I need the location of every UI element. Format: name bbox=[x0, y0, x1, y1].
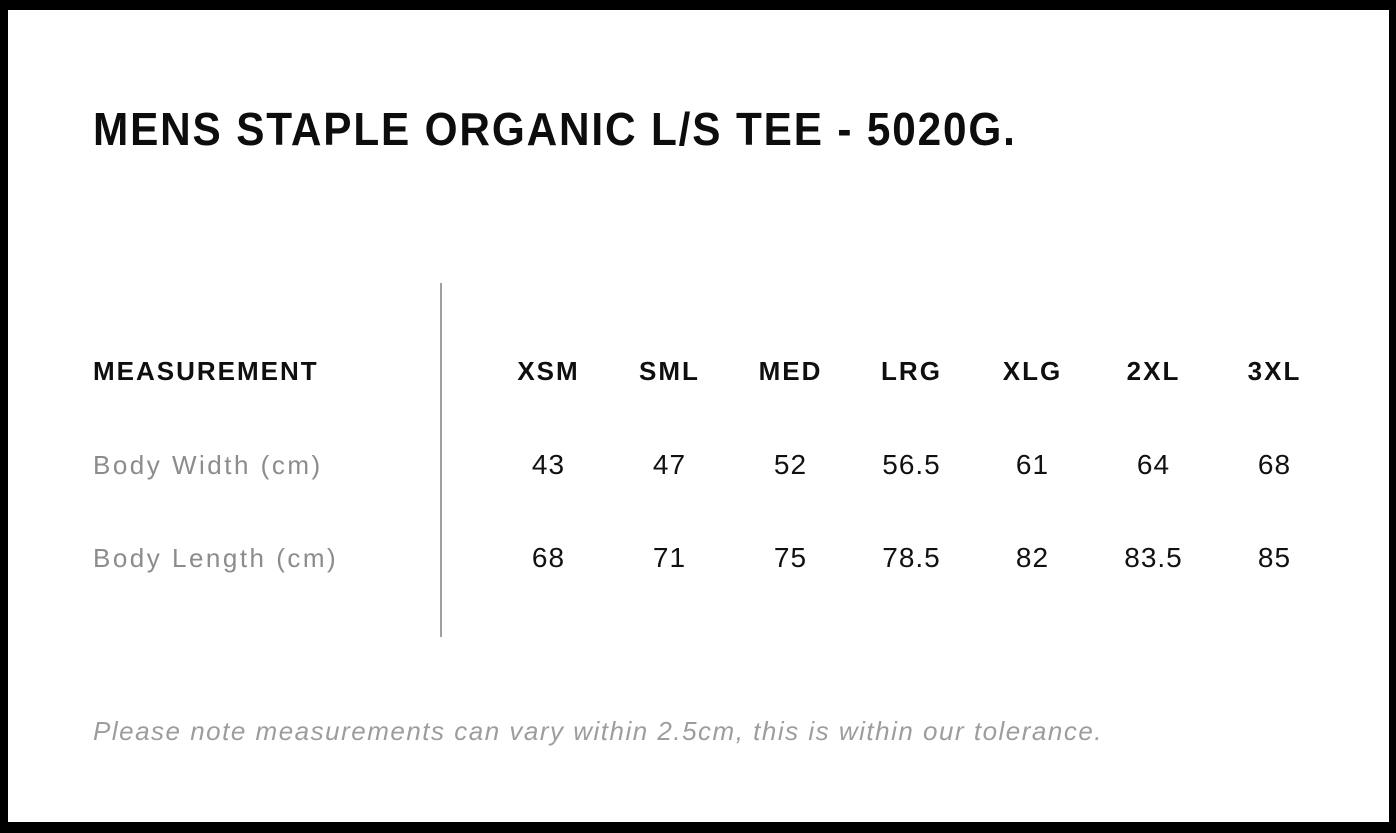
body-width-2xl: 64 bbox=[1136, 449, 1171, 480]
size-header-lrg: LRG bbox=[881, 356, 942, 386]
size-header-xsm: XSM bbox=[517, 356, 580, 386]
size-header-3xl: 3XL bbox=[1247, 356, 1302, 386]
table-header-row: MEASUREMENT XSM SML MED LRG XLG 2XL 3XL bbox=[93, 356, 1335, 386]
row-label-body-width: Body Width (cm) bbox=[93, 449, 323, 480]
table-vertical-divider bbox=[440, 283, 442, 637]
tolerance-note: Please note measurements can vary within… bbox=[93, 716, 1104, 746]
table-row-body-width: Body Width (cm) 43 47 52 56.5 61 64 68 bbox=[93, 449, 1335, 480]
page-title: MENS STAPLE ORGANIC L/S TEE - 5020G. bbox=[93, 103, 1017, 155]
body-width-xlg: 61 bbox=[1015, 449, 1050, 480]
body-length-3xl: 85 bbox=[1257, 542, 1292, 573]
page-content: MENS STAPLE ORGANIC L/S TEE - 5020G. MEA… bbox=[8, 10, 1389, 822]
body-length-sml: 71 bbox=[652, 542, 687, 573]
row-label-body-length: Body Length (cm) bbox=[93, 542, 339, 573]
body-width-med: 52 bbox=[773, 449, 808, 480]
table-row-body-length: Body Length (cm) 68 71 75 78.5 82 83.5 8… bbox=[93, 542, 1335, 573]
measurement-column-header: MEASUREMENT bbox=[93, 356, 319, 386]
size-header-2xl: 2XL bbox=[1126, 356, 1181, 386]
body-length-xlg: 82 bbox=[1015, 542, 1050, 573]
body-length-med: 75 bbox=[773, 542, 808, 573]
body-width-xsm: 43 bbox=[531, 449, 566, 480]
size-header-sml: SML bbox=[639, 356, 700, 386]
body-width-sml: 47 bbox=[652, 449, 687, 480]
body-width-lrg: 56.5 bbox=[882, 449, 941, 480]
body-length-xsm: 68 bbox=[531, 542, 566, 573]
body-length-2xl: 83.5 bbox=[1124, 542, 1183, 573]
body-length-lrg: 78.5 bbox=[882, 542, 941, 573]
size-header-xlg: XLG bbox=[1002, 356, 1063, 386]
size-header-med: MED bbox=[758, 356, 823, 386]
body-width-3xl: 68 bbox=[1257, 449, 1292, 480]
size-table: MEASUREMENT XSM SML MED LRG XLG 2XL 3XL … bbox=[93, 356, 1335, 573]
